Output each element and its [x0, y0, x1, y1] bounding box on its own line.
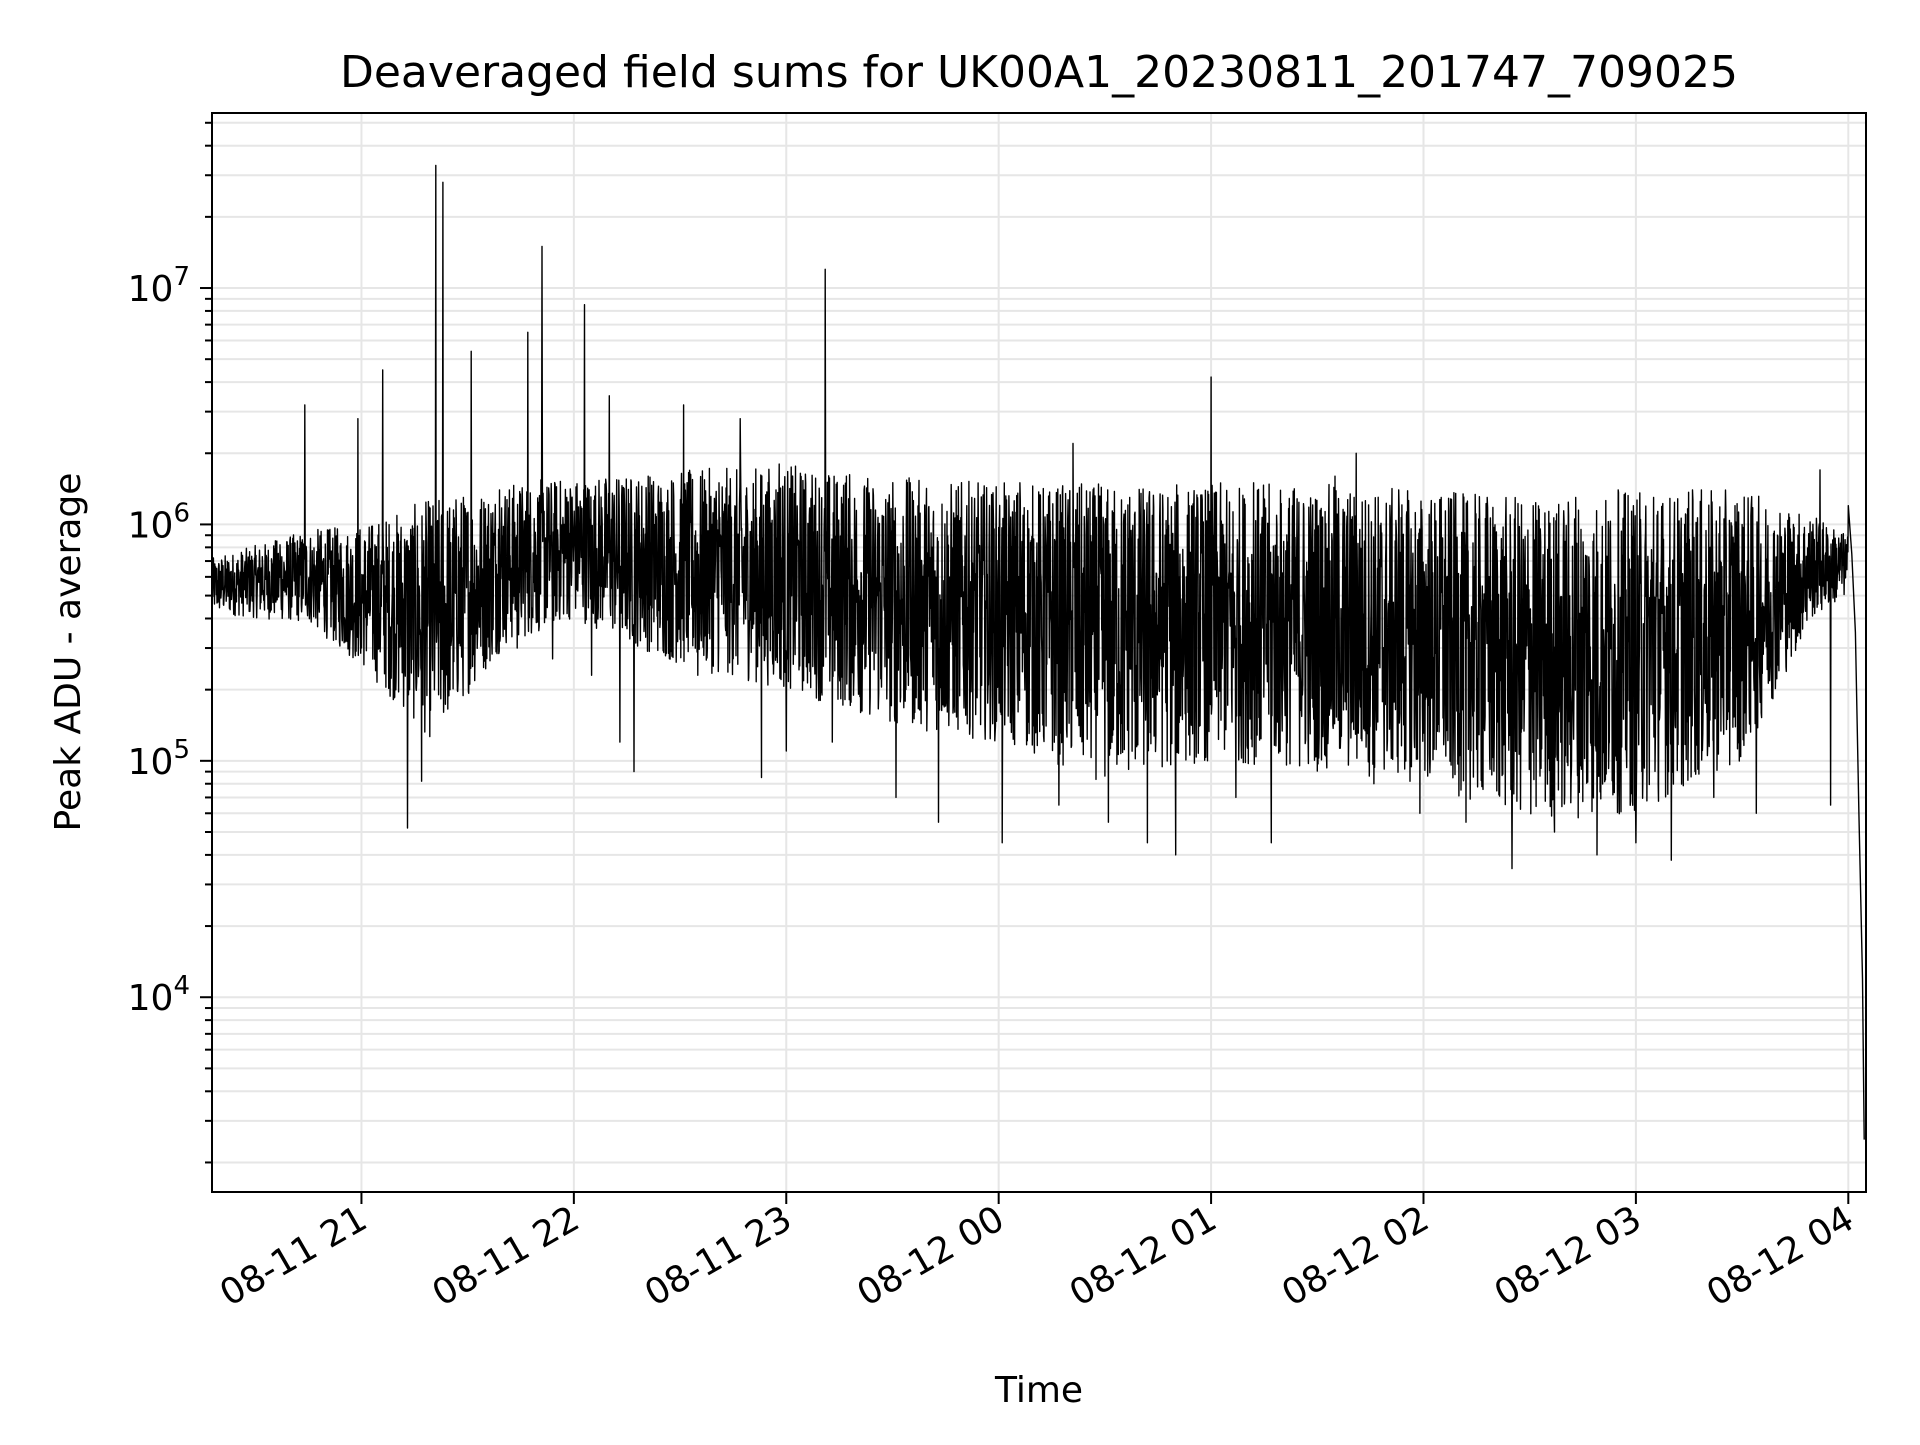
grid-layer — [212, 113, 1866, 1192]
y-tick-label: 107 — [128, 262, 190, 310]
y-axis-label: Peak ADU - average — [48, 473, 89, 832]
y-tick-label: 104 — [128, 971, 190, 1019]
chart-title: Deaveraged field sums for UK00A1_2023081… — [340, 47, 1738, 98]
x-axis-label: Time — [994, 1370, 1083, 1411]
y-tick-label: 106 — [128, 498, 190, 546]
y-tick-label: 105 — [128, 735, 190, 783]
plot-layer — [211, 164, 1865, 1140]
data-line — [211, 164, 1865, 1140]
plot-frame — [211, 112, 1867, 1193]
